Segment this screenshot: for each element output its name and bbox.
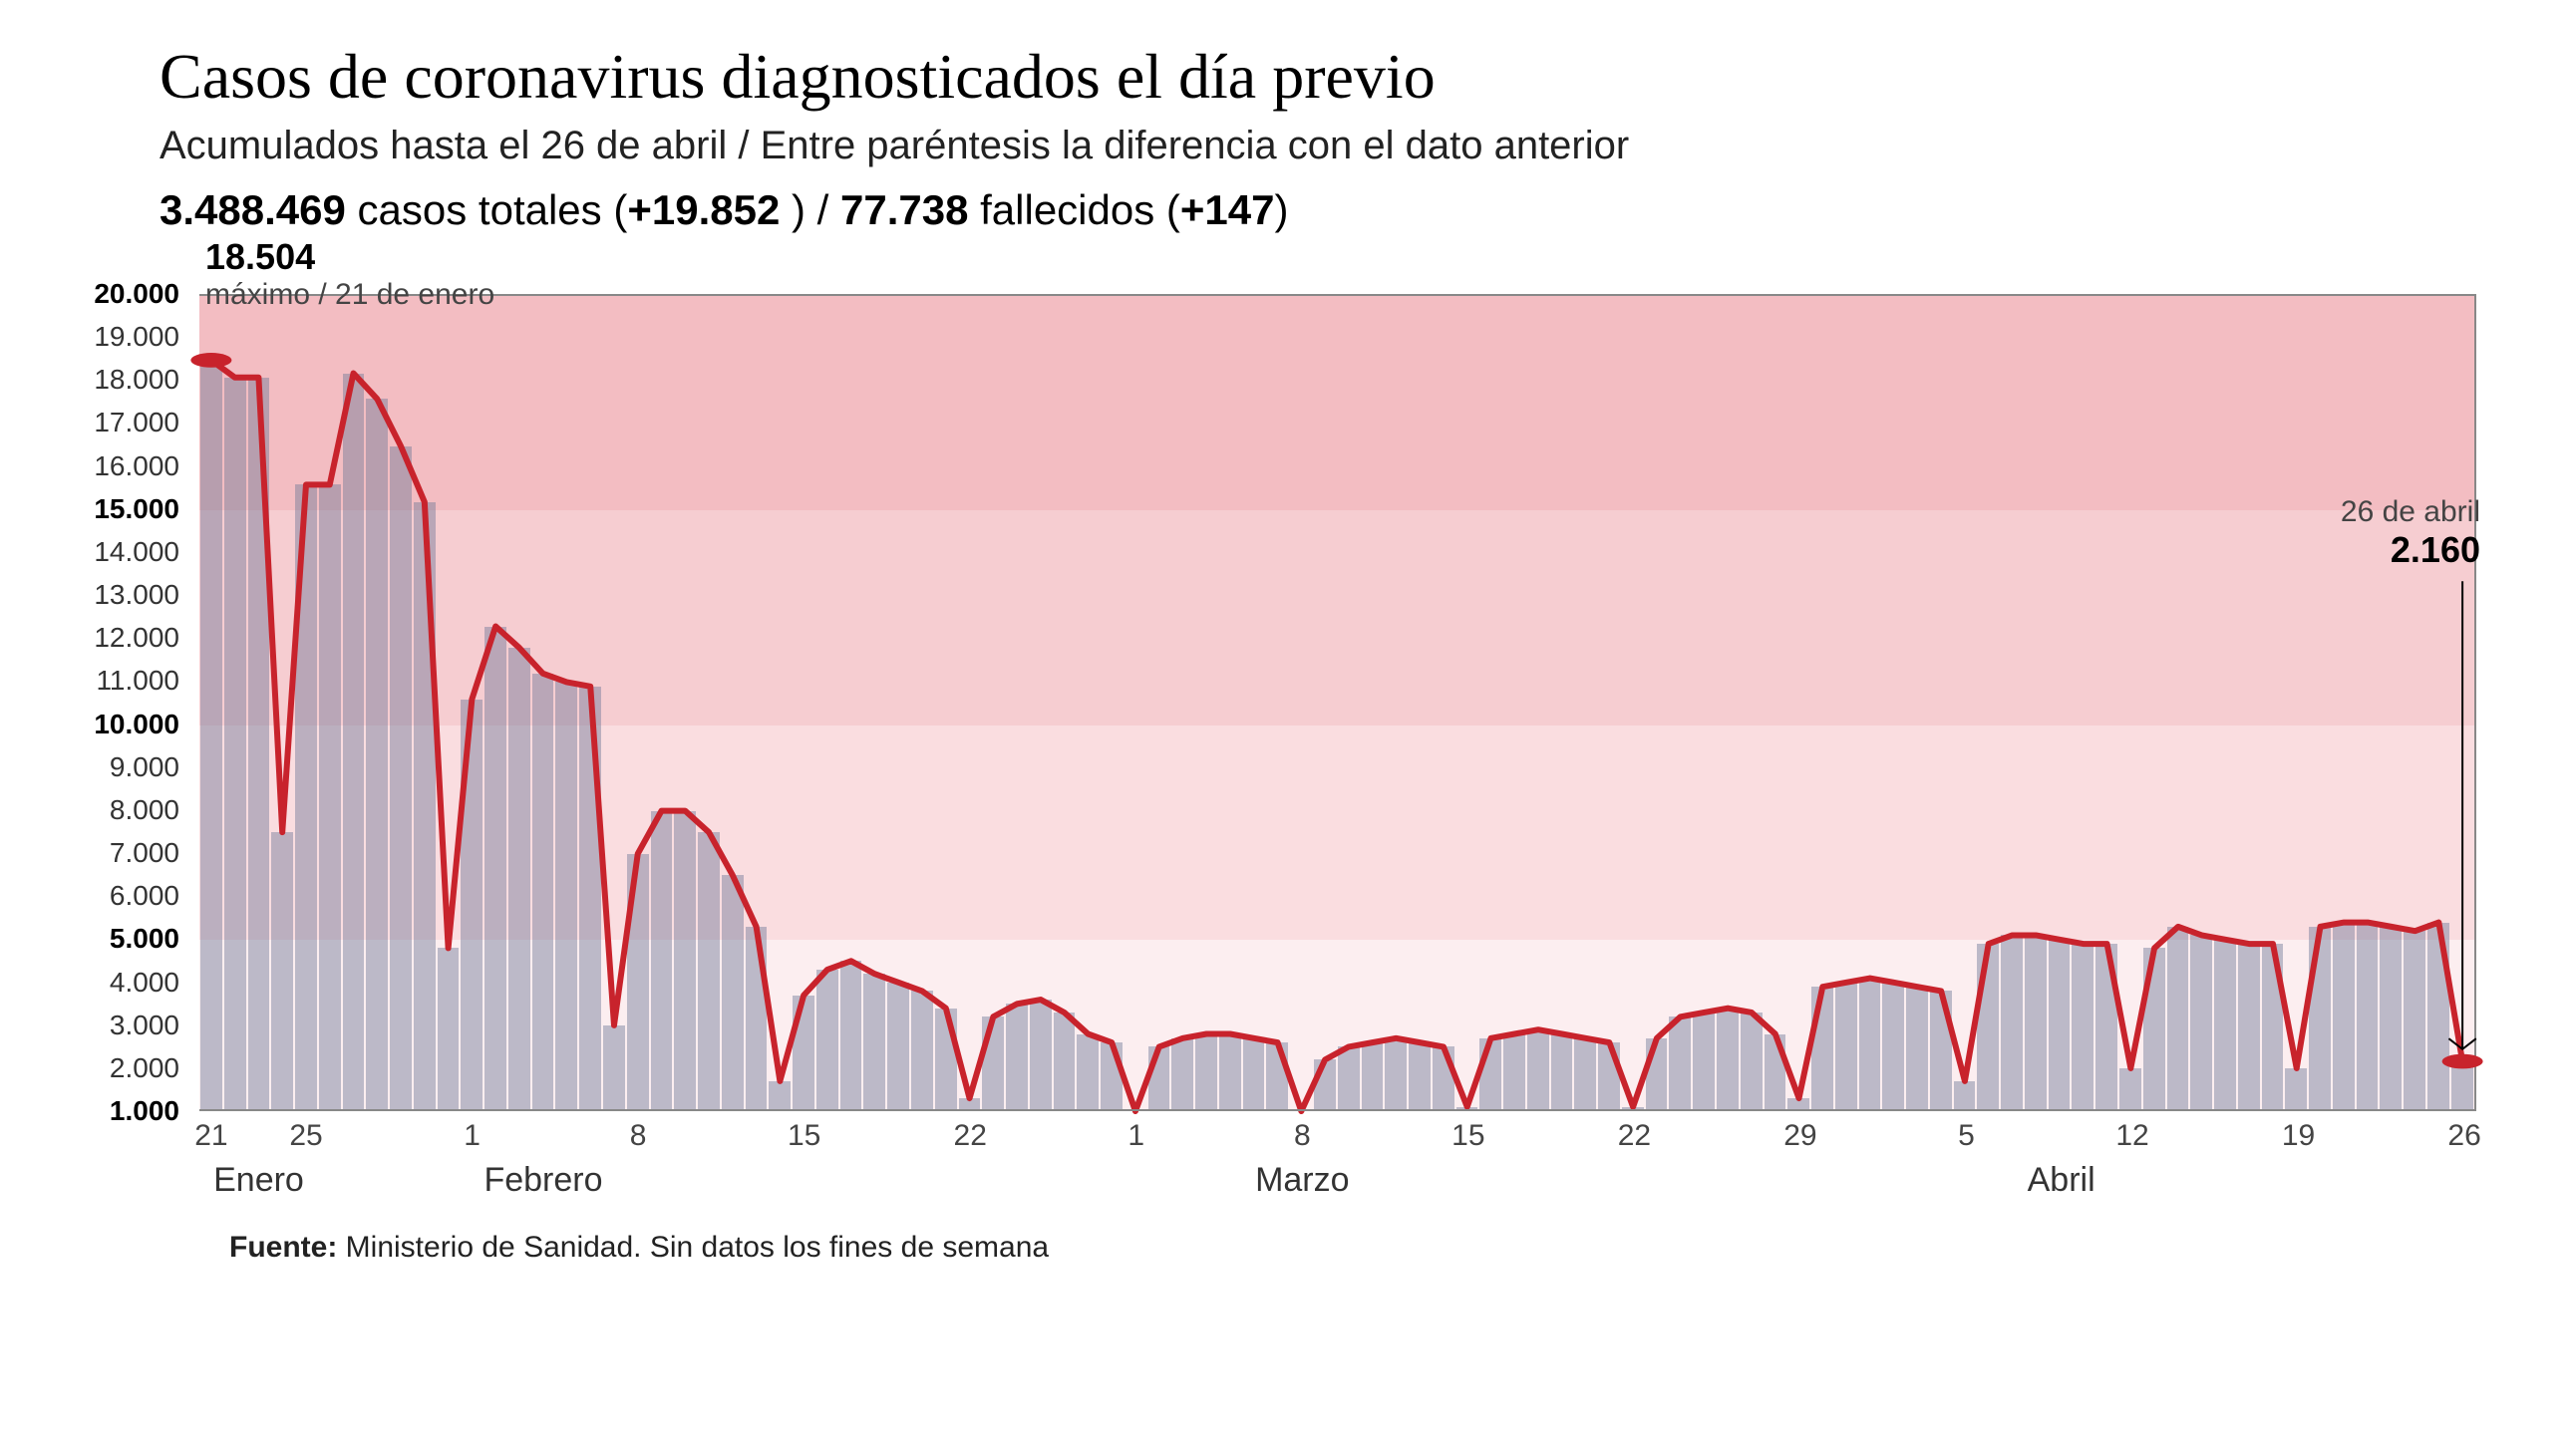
chart-subtitle: Acumulados hasta el 26 de abril / Entre … xyxy=(160,124,2516,168)
x-month-label: Febrero xyxy=(483,1161,602,1200)
annotation-max: 18.504 máximo / 21 de enero xyxy=(205,236,494,312)
y-tick: 20.000 xyxy=(94,278,179,310)
x-tick: 12 xyxy=(2115,1119,2148,1153)
y-tick: 17.000 xyxy=(94,407,179,438)
y-tick: 14.000 xyxy=(94,536,179,568)
x-tick: 1 xyxy=(464,1119,481,1153)
y-tick: 1.000 xyxy=(110,1095,179,1127)
last-dot xyxy=(2442,1054,2483,1069)
x-tick: 8 xyxy=(630,1119,647,1153)
x-tick: 22 xyxy=(954,1119,987,1153)
x-tick: 25 xyxy=(289,1119,322,1153)
y-tick: 6.000 xyxy=(110,880,179,912)
deaths-delta: +147 xyxy=(1180,186,1275,233)
x-tick: 29 xyxy=(1783,1119,1816,1153)
x-month-label: Enero xyxy=(213,1161,304,1200)
cases-label: casos totales ( xyxy=(346,186,627,233)
annotation-last-date: 26 de abril xyxy=(2341,495,2480,529)
annotation-last: 26 de abril 2.160 xyxy=(2341,495,2480,571)
x-month-label: Marzo xyxy=(1255,1161,1349,1200)
y-tick: 7.000 xyxy=(110,837,179,869)
plot-area: 18.504 máximo / 21 de enero 26 de abril … xyxy=(199,294,2476,1111)
y-tick: 18.000 xyxy=(94,364,179,396)
y-tick: 16.000 xyxy=(94,450,179,482)
trend-line xyxy=(211,360,2462,1111)
cases-delta: +19.852 xyxy=(627,186,780,233)
x-month-label: Abril xyxy=(2028,1161,2095,1200)
x-tick: 22 xyxy=(1618,1119,1651,1153)
x-tick: 5 xyxy=(1958,1119,1975,1153)
annotation-max-sub: máximo / 21 de enero xyxy=(205,278,494,312)
x-axis: 2125181522181522295121926EneroFebreroMar… xyxy=(199,1111,2476,1211)
line-layer xyxy=(199,296,2474,1111)
x-tick: 15 xyxy=(1451,1119,1484,1153)
x-tick: 26 xyxy=(2447,1119,2480,1153)
source-line: Fuente: Ministerio de Sanidad. Sin datos… xyxy=(229,1231,2516,1265)
y-tick: 5.000 xyxy=(110,923,179,955)
cases-total: 3.488.469 xyxy=(160,186,346,233)
y-tick: 4.000 xyxy=(110,967,179,999)
first-dot xyxy=(190,353,231,368)
y-tick: 15.000 xyxy=(94,493,179,525)
x-tick: 8 xyxy=(1294,1119,1311,1153)
source-text: Ministerio de Sanidad. Sin datos los fin… xyxy=(337,1231,1049,1264)
y-tick: 13.000 xyxy=(94,579,179,611)
x-tick: 21 xyxy=(194,1119,227,1153)
annotation-last-value: 2.160 xyxy=(2341,529,2480,571)
y-tick: 3.000 xyxy=(110,1010,179,1041)
chart-container: Casos de coronavirus diagnosticados el d… xyxy=(0,0,2576,1450)
y-tick: 9.000 xyxy=(110,751,179,783)
y-tick: 8.000 xyxy=(110,794,179,826)
x-tick: 19 xyxy=(2282,1119,2315,1153)
summary-mid: ) / xyxy=(780,186,840,233)
source-label: Fuente: xyxy=(229,1231,337,1264)
annotation-max-value: 18.504 xyxy=(205,236,494,278)
summary-line: 3.488.469 casos totales (+19.852 ) / 77.… xyxy=(160,186,2516,234)
x-tick: 1 xyxy=(1127,1119,1144,1153)
deaths-total: 77.738 xyxy=(840,186,968,233)
x-tick: 15 xyxy=(788,1119,820,1153)
y-tick: 10.000 xyxy=(94,709,179,740)
chart-area: 20.00019.00018.00017.00016.00015.00014.0… xyxy=(199,264,2476,1211)
y-tick: 19.000 xyxy=(94,321,179,353)
y-tick: 11.000 xyxy=(96,665,179,697)
y-axis: 20.000 19.000 18.000 17.000 16.000 15.000 14.0… xyxy=(60,264,189,1111)
chart-title: Casos de coronavirus diagnosticados el d… xyxy=(160,40,2516,114)
y-tick: 2.000 xyxy=(110,1052,179,1084)
deaths-label: fallecidos ( xyxy=(968,186,1179,233)
summary-end: ) xyxy=(1275,186,1289,233)
y-tick: 12.000 xyxy=(94,622,179,654)
